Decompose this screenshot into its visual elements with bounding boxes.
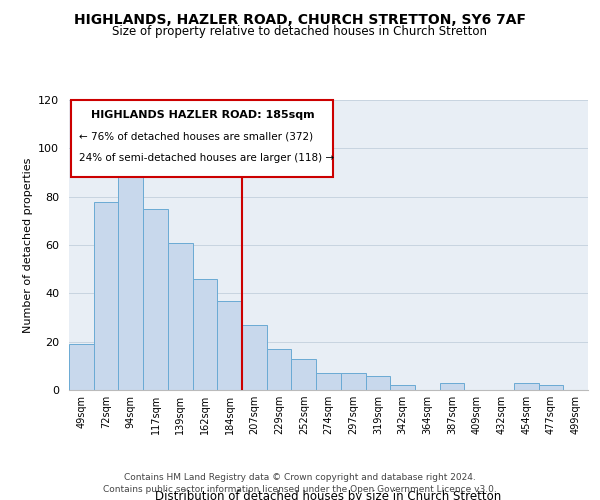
Bar xyxy=(217,300,242,390)
Bar xyxy=(316,373,341,390)
Bar xyxy=(168,242,193,390)
Bar xyxy=(539,385,563,390)
Bar xyxy=(341,373,365,390)
Text: Size of property relative to detached houses in Church Stretton: Size of property relative to detached ho… xyxy=(113,25,487,38)
Bar xyxy=(267,349,292,390)
FancyBboxPatch shape xyxy=(71,100,334,178)
Bar xyxy=(365,376,390,390)
Text: HIGHLANDS, HAZLER ROAD, CHURCH STRETTON, SY6 7AF: HIGHLANDS, HAZLER ROAD, CHURCH STRETTON,… xyxy=(74,12,526,26)
Bar xyxy=(390,385,415,390)
Text: Contains public sector information licensed under the Open Government Licence v3: Contains public sector information licen… xyxy=(103,485,497,494)
Y-axis label: Number of detached properties: Number of detached properties xyxy=(23,158,32,332)
Bar xyxy=(514,383,539,390)
Bar xyxy=(69,344,94,390)
Bar xyxy=(292,358,316,390)
Bar xyxy=(193,279,217,390)
Bar xyxy=(440,383,464,390)
X-axis label: Distribution of detached houses by size in Church Stretton: Distribution of detached houses by size … xyxy=(155,490,502,500)
Bar xyxy=(143,209,168,390)
Bar xyxy=(242,325,267,390)
Bar xyxy=(94,202,118,390)
Bar xyxy=(118,163,143,390)
Text: ← 76% of detached houses are smaller (372): ← 76% of detached houses are smaller (37… xyxy=(79,132,313,141)
Text: 24% of semi-detached houses are larger (118) →: 24% of semi-detached houses are larger (… xyxy=(79,153,334,163)
Text: Contains HM Land Registry data © Crown copyright and database right 2024.: Contains HM Land Registry data © Crown c… xyxy=(124,472,476,482)
Text: HIGHLANDS HAZLER ROAD: 185sqm: HIGHLANDS HAZLER ROAD: 185sqm xyxy=(91,110,314,120)
